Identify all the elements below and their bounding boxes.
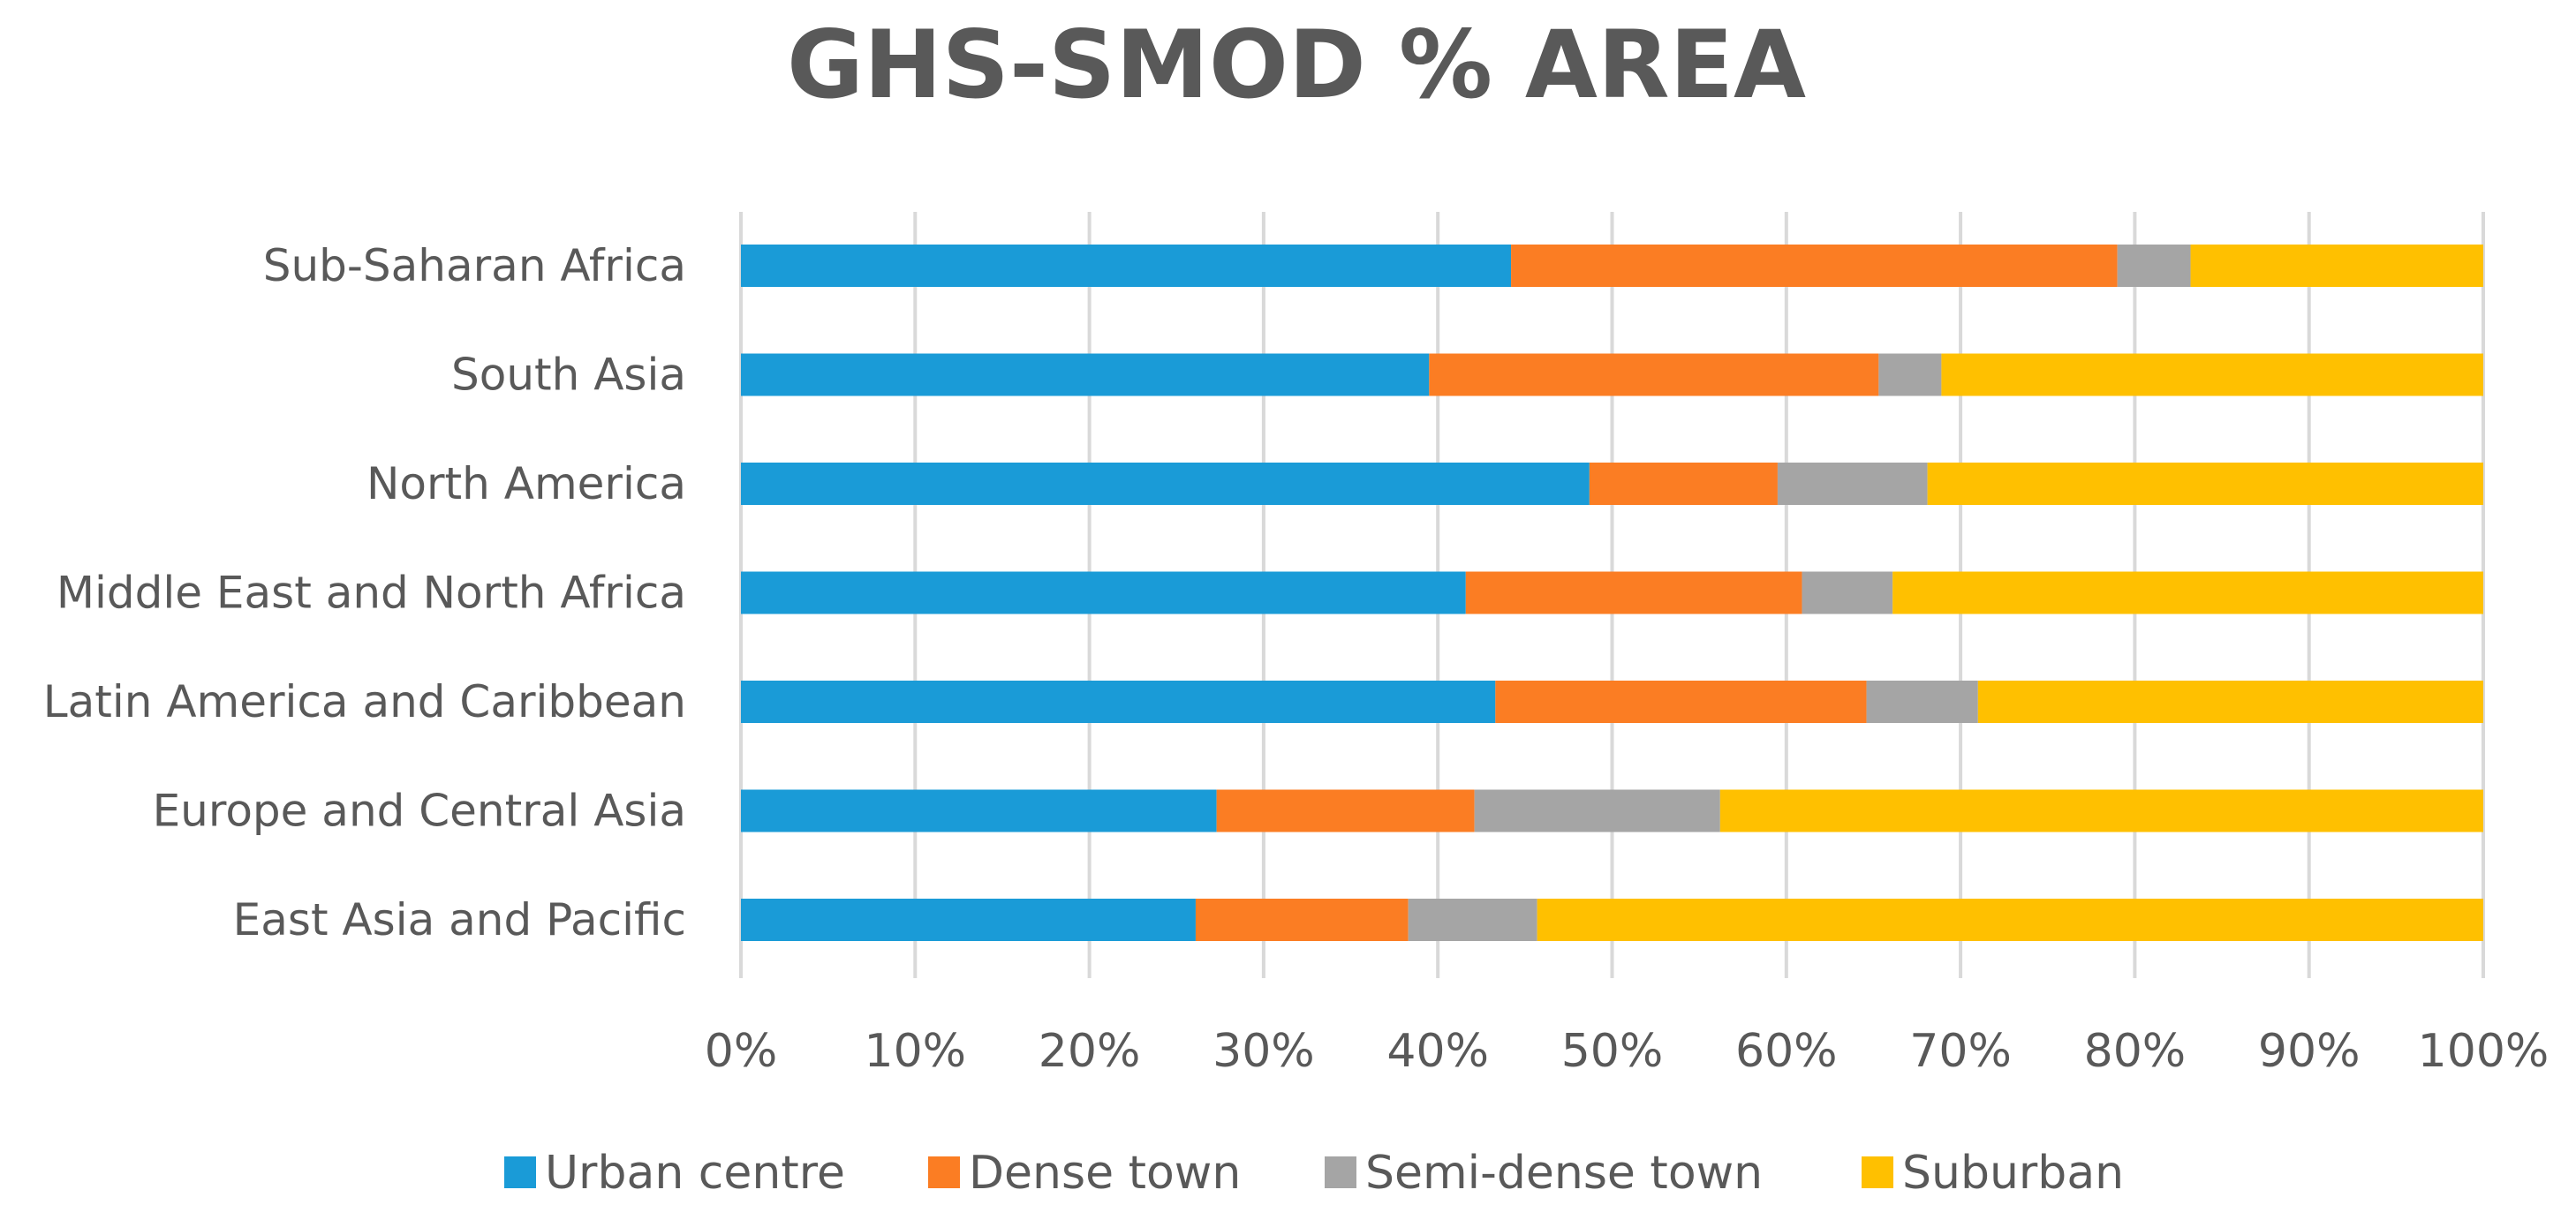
bar-urban-centre-south-asia bbox=[741, 353, 1430, 396]
bar-dense-town-east-asia-and-pacific bbox=[1195, 899, 1409, 941]
x-tick-label: 80% bbox=[2084, 1025, 2187, 1078]
category-label: Sub-Saharan Africa bbox=[263, 240, 686, 291]
bar-urban-centre-middle-east-and-north-africa bbox=[741, 571, 1466, 614]
x-tick-label: 20% bbox=[1039, 1025, 1141, 1078]
x-tick-label: 70% bbox=[1909, 1025, 2012, 1078]
bar-semi-dense-town-latin-america-and-caribbean bbox=[1866, 681, 1978, 723]
x-tick-label: 90% bbox=[2258, 1025, 2361, 1078]
bar-semi-dense-town-sub-saharan-africa bbox=[2117, 245, 2191, 287]
bar-dense-town-middle-east-and-north-africa bbox=[1465, 571, 1802, 614]
bar-semi-dense-town-north-america bbox=[1777, 463, 1928, 505]
x-tick-label: 60% bbox=[1735, 1025, 1838, 1078]
category-label: South Asia bbox=[451, 350, 686, 401]
legend: Urban centre Dense town Semi-dense town Sub… bbox=[504, 1147, 2124, 1200]
x-tick-label: 100% bbox=[2418, 1025, 2550, 1078]
x-tick-labels: 0% 10% 20% 30% 40% 50% 60% 70% 80% 90% 100% bbox=[705, 1025, 2550, 1078]
bar-suburban-south-asia bbox=[1941, 353, 2483, 396]
x-tick-label: 0% bbox=[705, 1025, 778, 1078]
legend-swatch-urban-centre bbox=[504, 1156, 536, 1188]
legend-swatch-semi-dense-town bbox=[1325, 1156, 1356, 1188]
bars bbox=[741, 245, 2483, 941]
category-labels: Sub-Saharan Africa South Asia North Americ… bbox=[43, 240, 686, 945]
bar-urban-centre-latin-america-and-caribbean bbox=[741, 681, 1496, 723]
bar-suburban-latin-america-and-caribbean bbox=[1977, 681, 2483, 723]
legend-label-urban-centre: Urban centre bbox=[545, 1147, 845, 1200]
x-tick-label: 10% bbox=[865, 1025, 967, 1078]
bar-semi-dense-town-middle-east-and-north-africa bbox=[1802, 571, 1893, 614]
category-label: Latin America and Caribbean bbox=[43, 676, 686, 727]
bar-dense-town-latin-america-and-caribbean bbox=[1495, 681, 1867, 723]
x-tick-label: 50% bbox=[1561, 1025, 1664, 1078]
category-label: Middle East and North Africa bbox=[57, 568, 686, 619]
bar-suburban-europe-and-central-asia bbox=[1719, 789, 2483, 832]
bar-dense-town-north-america bbox=[1589, 463, 1778, 505]
category-label: Europe and Central Asia bbox=[153, 786, 686, 837]
bar-semi-dense-town-east-asia-and-pacific bbox=[1408, 899, 1537, 941]
bar-suburban-north-america bbox=[1927, 463, 2483, 505]
category-label: East Asia and Pacific bbox=[233, 894, 686, 945]
bar-suburban-sub-saharan-africa bbox=[2190, 245, 2483, 287]
legend-swatch-dense-town bbox=[928, 1156, 960, 1188]
legend-label-semi-dense-town: Semi-dense town bbox=[1365, 1147, 1763, 1200]
bar-dense-town-europe-and-central-asia bbox=[1216, 789, 1475, 832]
bar-semi-dense-town-europe-and-central-asia bbox=[1474, 789, 1720, 832]
category-label: North America bbox=[366, 458, 686, 509]
legend-label-dense-town: Dense town bbox=[969, 1147, 1241, 1200]
bar-suburban-east-asia-and-pacific bbox=[1537, 899, 2483, 941]
x-tick-label: 30% bbox=[1212, 1025, 1315, 1078]
bar-urban-centre-sub-saharan-africa bbox=[741, 245, 1512, 287]
bar-dense-town-south-asia bbox=[1429, 353, 1879, 396]
bar-urban-centre-north-america bbox=[741, 463, 1590, 505]
chart-title: GHS-SMOD % AREA bbox=[787, 11, 1806, 119]
bar-semi-dense-town-south-asia bbox=[1878, 353, 1942, 396]
legend-label-suburban: Suburban bbox=[1902, 1147, 2124, 1200]
bar-urban-centre-east-asia-and-pacific bbox=[741, 899, 1196, 941]
bar-dense-town-sub-saharan-africa bbox=[1511, 245, 2118, 287]
legend-swatch-suburban bbox=[1862, 1156, 1893, 1188]
x-tick-label: 40% bbox=[1386, 1025, 1489, 1078]
bar-suburban-middle-east-and-north-africa bbox=[1892, 571, 2483, 614]
bar-urban-centre-europe-and-central-asia bbox=[741, 789, 1217, 832]
